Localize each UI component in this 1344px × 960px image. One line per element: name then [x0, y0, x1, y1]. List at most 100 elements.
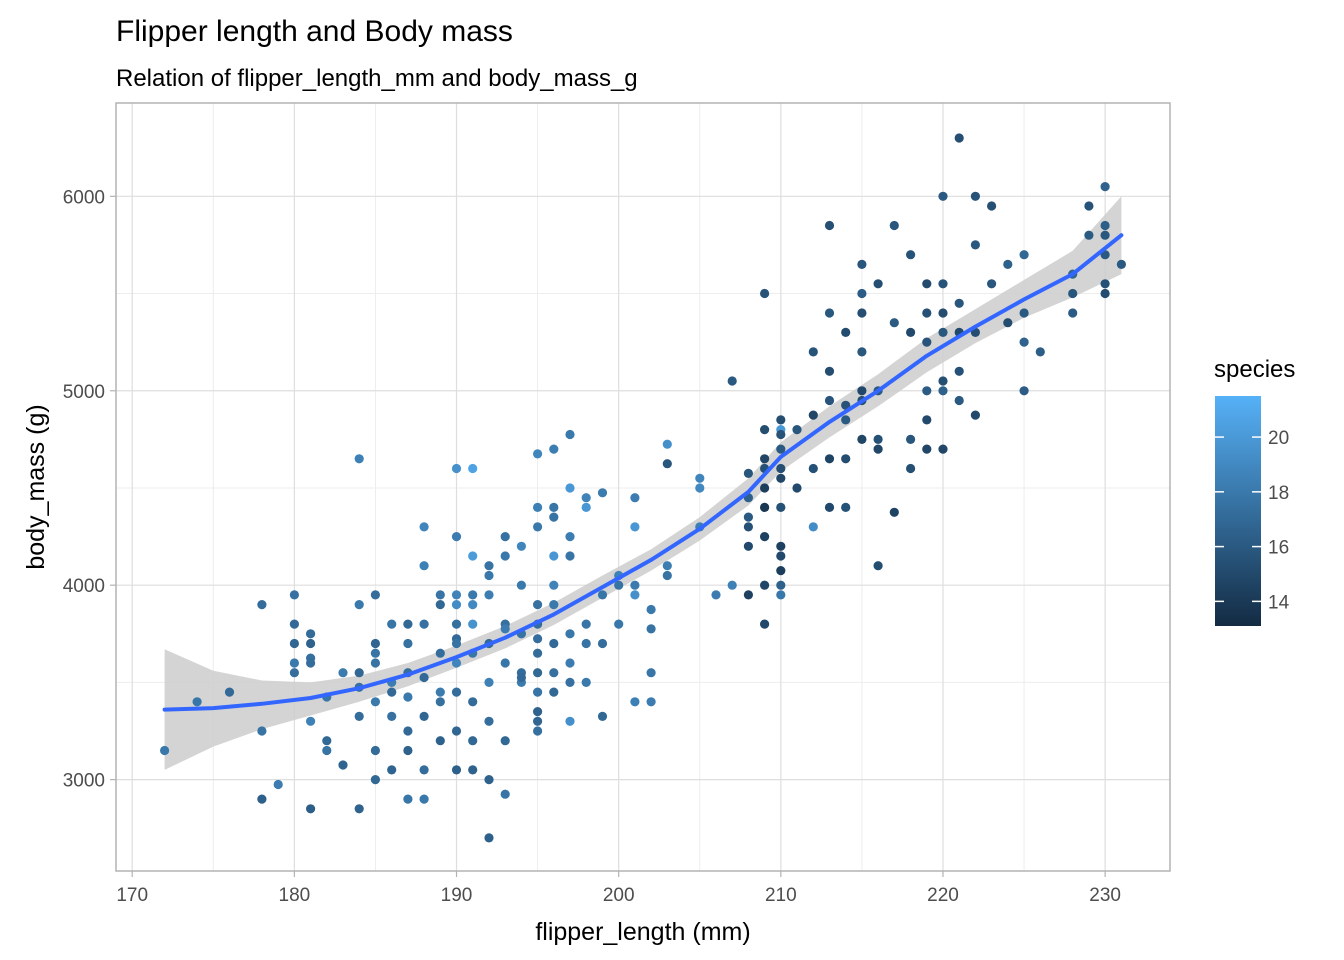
data-point	[533, 502, 543, 512]
data-point	[938, 376, 948, 386]
x-tick-label: 220	[927, 885, 959, 906]
minor-grid	[116, 103, 1170, 871]
data-point	[743, 541, 754, 551]
data-point	[857, 288, 867, 299]
data-point	[565, 551, 575, 561]
data-point	[451, 463, 462, 474]
data-point	[841, 502, 851, 512]
data-point	[857, 259, 867, 269]
data-point	[857, 308, 867, 318]
data-point	[354, 668, 364, 678]
data-point	[857, 434, 867, 444]
data-point	[938, 386, 948, 396]
data-point	[451, 590, 462, 600]
data-point	[581, 638, 591, 649]
data-point	[646, 668, 656, 678]
data-point	[906, 463, 916, 474]
data-point	[387, 619, 397, 629]
data-point	[354, 600, 364, 610]
data-point	[776, 429, 786, 440]
data-point	[889, 220, 899, 231]
data-point	[614, 580, 624, 590]
legend-title: species	[1214, 356, 1295, 383]
data-point	[954, 366, 964, 376]
data-point	[1019, 250, 1029, 260]
data-point	[970, 191, 981, 201]
data-point	[808, 463, 818, 474]
data-point	[533, 522, 543, 532]
data-point	[435, 697, 445, 707]
data-point	[533, 634, 543, 644]
data-point	[533, 648, 543, 658]
data-point	[889, 507, 899, 517]
data-point	[1100, 182, 1110, 192]
data-point	[841, 327, 851, 337]
data-point	[1068, 288, 1078, 299]
data-point	[468, 736, 478, 746]
data-point	[306, 629, 316, 639]
y-tick-label: 5000	[63, 382, 105, 403]
data-point	[338, 760, 348, 770]
data-point	[419, 619, 429, 629]
data-point	[257, 726, 267, 736]
data-point	[533, 716, 543, 726]
data-point	[824, 308, 835, 318]
data-point	[824, 502, 835, 512]
confidence-band-area	[164, 196, 1122, 770]
data-point	[792, 425, 802, 435]
data-point	[435, 687, 445, 697]
data-point	[597, 638, 608, 649]
data-point	[403, 619, 413, 629]
data-point	[1116, 259, 1126, 269]
data-point	[824, 220, 835, 231]
data-point	[776, 444, 786, 454]
x-axis-title: flipper_length (mm)	[535, 918, 750, 946]
legend-tick-label: 16	[1268, 538, 1289, 559]
data-point	[565, 429, 575, 440]
data-point	[970, 410, 981, 420]
y-tick-label: 4000	[63, 576, 105, 597]
data-point	[711, 590, 721, 600]
data-point	[776, 463, 786, 474]
data-point	[743, 522, 754, 532]
data-point	[938, 444, 948, 454]
data-point	[1084, 230, 1094, 240]
data-point	[549, 551, 559, 561]
data-point	[776, 541, 786, 551]
x-tick-label: 210	[765, 885, 797, 906]
data-point	[695, 473, 705, 483]
data-point	[630, 590, 640, 600]
data-point	[808, 347, 818, 357]
data-point	[306, 716, 316, 726]
data-point	[370, 648, 380, 658]
data-point	[630, 697, 640, 707]
chart-title: Flipper length and Body mass	[116, 15, 513, 48]
data-point	[824, 454, 835, 464]
data-point	[370, 658, 380, 668]
data-point	[289, 658, 299, 668]
data-point	[662, 439, 672, 449]
data-point	[451, 638, 462, 649]
legend-tick-label: 18	[1268, 483, 1289, 504]
data-point	[873, 561, 883, 571]
data-point	[743, 468, 754, 478]
data-point	[289, 668, 299, 678]
data-point	[451, 619, 462, 629]
data-point	[468, 619, 478, 629]
legend: species 14 16 18 20	[1214, 356, 1295, 626]
data-point	[549, 444, 559, 454]
data-point	[419, 711, 429, 722]
data-point	[1100, 279, 1110, 289]
data-point	[338, 668, 348, 678]
data-point	[451, 658, 462, 668]
data-point	[322, 736, 332, 746]
data-point	[533, 707, 543, 717]
data-point	[841, 454, 851, 464]
data-point	[565, 532, 575, 542]
data-point	[630, 493, 640, 503]
data-point	[824, 366, 835, 376]
data-point	[354, 711, 364, 722]
data-points	[160, 133, 1126, 843]
data-point	[435, 736, 445, 746]
data-point	[451, 532, 462, 542]
